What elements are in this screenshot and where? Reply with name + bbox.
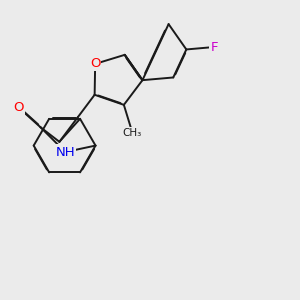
- Text: CH₃: CH₃: [123, 128, 142, 138]
- Text: NH: NH: [56, 146, 75, 158]
- Text: O: O: [90, 57, 101, 70]
- Text: F: F: [210, 40, 218, 53]
- Text: O: O: [14, 101, 24, 114]
